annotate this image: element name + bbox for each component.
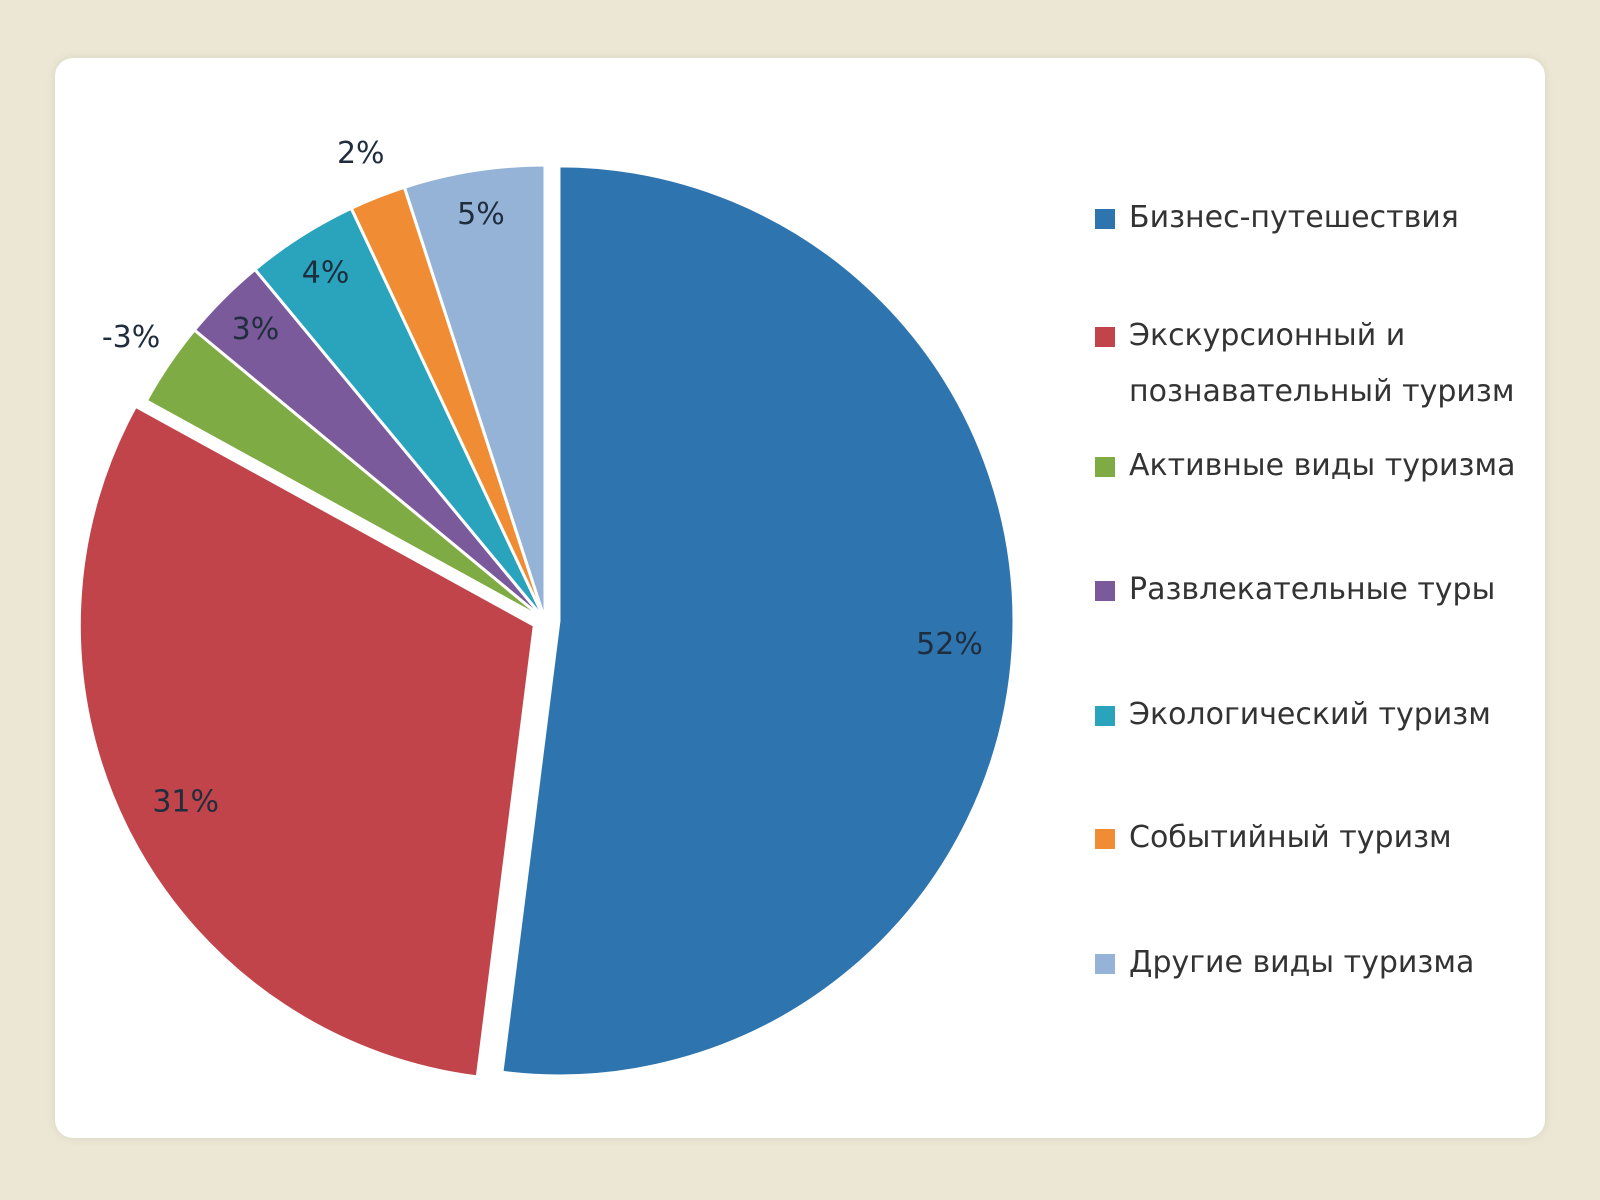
- legend-label: Развлекательные туры: [1129, 572, 1496, 607]
- legend-swatch: [1095, 954, 1115, 974]
- legend-item: Развлекательные туры: [1095, 562, 1535, 618]
- legend-item: Активные виды туризма: [1095, 438, 1535, 494]
- legend-swatch: [1095, 581, 1115, 601]
- legend-item: Экскурсионный и познавательный туризм: [1095, 308, 1535, 420]
- data-label: 52%: [916, 627, 983, 662]
- legend-item: Другие виды туризма: [1095, 935, 1535, 991]
- pie-slice: [402, 163, 547, 621]
- legend-label: Событийный туризм: [1129, 820, 1452, 855]
- data-label: 4%: [302, 256, 350, 291]
- legend-item: Событийный туризм: [1095, 810, 1535, 866]
- legend-item: Экологический туризм: [1095, 687, 1535, 743]
- legend-label: Экологический туризм: [1129, 697, 1491, 732]
- legend-label: Активные виды туризма: [1129, 448, 1516, 483]
- legend-label: Бизнес-путешествия: [1129, 200, 1459, 235]
- pie-slice: [77, 404, 536, 1079]
- data-label: 31%: [152, 785, 219, 820]
- legend-swatch: [1095, 327, 1115, 347]
- legend-swatch: [1095, 829, 1115, 849]
- legend-item: Бизнес-путешествия: [1095, 190, 1535, 246]
- data-label: -3%: [102, 320, 160, 355]
- legend-label: Другие виды туризма: [1129, 945, 1475, 980]
- data-label: 5%: [457, 197, 505, 232]
- legend-swatch: [1095, 209, 1115, 229]
- legend-swatch: [1095, 706, 1115, 726]
- legend-swatch: [1095, 457, 1115, 477]
- data-label: 3%: [232, 312, 280, 347]
- legend-label: Экскурсионный и познавательный туризм: [1129, 318, 1515, 409]
- data-label: 2%: [337, 136, 385, 171]
- pie-slice: [500, 164, 1016, 1078]
